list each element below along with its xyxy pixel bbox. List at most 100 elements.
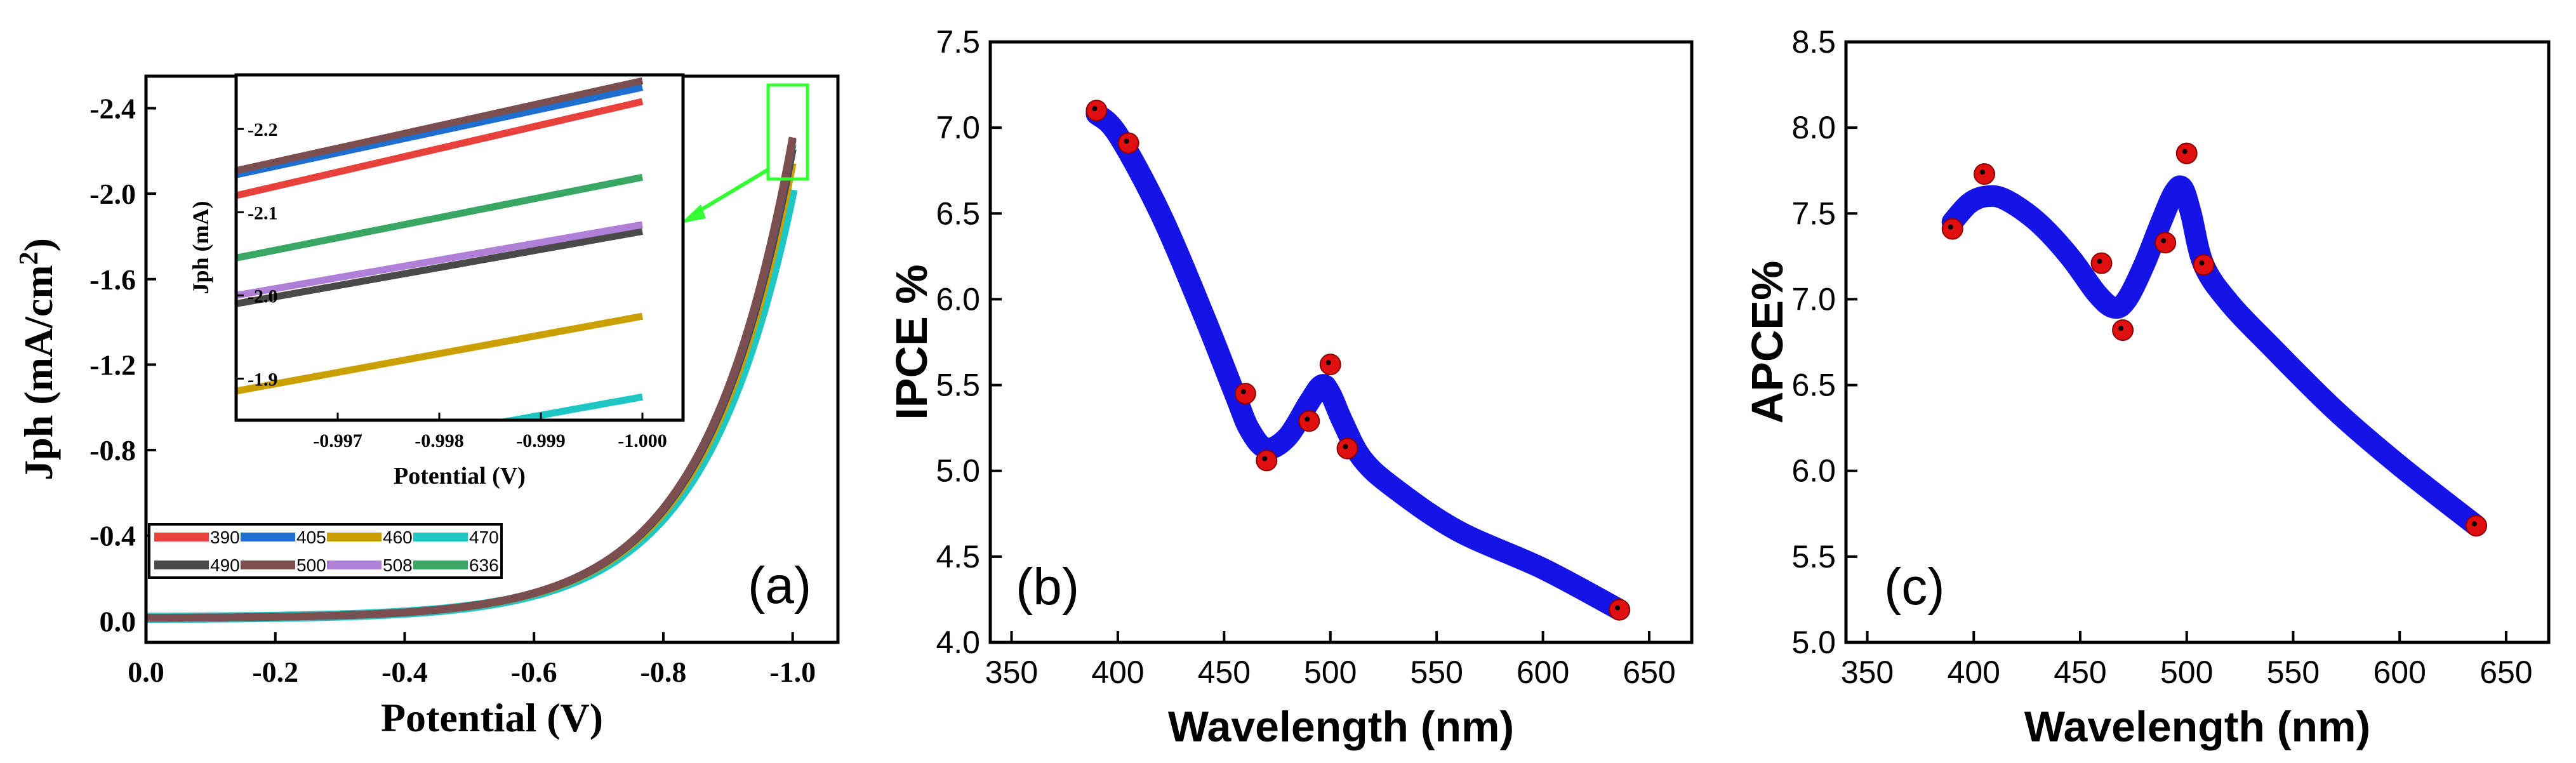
legend-label-470: 470 xyxy=(469,527,499,547)
data-point xyxy=(1298,410,1320,432)
inset-frame xyxy=(234,73,685,422)
x-tick-label: -0.8 xyxy=(641,656,687,688)
x-tick-label: 600 xyxy=(2373,654,2426,690)
x-tick-label: 0.0 xyxy=(128,656,164,688)
x-tick-label: 450 xyxy=(2054,654,2106,690)
y-axis-title-close: ) xyxy=(16,238,61,251)
data-point xyxy=(2154,232,2177,254)
y-tick-label: 5.0 xyxy=(1791,625,1836,660)
legend-label-490: 490 xyxy=(210,555,240,575)
legend-label-390: 390 xyxy=(210,527,240,547)
inset-y-axis-title: Jph (mA) xyxy=(188,201,213,294)
y-axis-title: Jph (mA/cm2) xyxy=(15,238,61,481)
x-tick-label: 350 xyxy=(985,654,1038,690)
data-point xyxy=(1319,354,1341,376)
y-tick-label: 4.5 xyxy=(936,539,980,574)
y-axis-title-main: Jph (mA/cm xyxy=(16,265,61,481)
y-tick-label: 7.0 xyxy=(936,110,980,145)
data-point-center xyxy=(2471,521,2477,527)
inset-x-tick-label: -0.999 xyxy=(516,430,566,451)
legend-label-460: 460 xyxy=(383,527,413,547)
y-tick-label: 5.5 xyxy=(1791,539,1836,574)
x-tick-label: 650 xyxy=(2480,654,2532,690)
inset-line-405 xyxy=(236,84,644,178)
y-tick-label: -1.6 xyxy=(90,263,136,296)
panel-label: (b) xyxy=(1016,558,1079,616)
x-axis-title: Wavelength (nm) xyxy=(1168,703,1514,751)
y-tick-label: 6.5 xyxy=(936,196,980,231)
y-axis-title: APCE% xyxy=(1743,261,1792,424)
y-tick-label: 6.5 xyxy=(1791,368,1836,403)
data-point xyxy=(2465,515,2487,537)
data-point-center xyxy=(1240,389,1246,395)
inset-line-470 xyxy=(493,393,643,420)
y-tick-label: -2.4 xyxy=(90,92,136,124)
data-point-center xyxy=(1615,605,1621,611)
y-tick-label: 7.5 xyxy=(936,24,980,60)
legend-label-500: 500 xyxy=(296,555,326,575)
y-tick-label: 7.0 xyxy=(1791,281,1836,317)
inset-x-tick-label: -1.000 xyxy=(618,430,667,451)
inset-x-axis-title: Potential (V) xyxy=(394,463,526,489)
inset-lines xyxy=(236,77,644,420)
inset-line-508 xyxy=(236,221,643,299)
data-point-center xyxy=(2118,326,2124,331)
x-tick-label: 550 xyxy=(1410,654,1463,690)
data-point-center xyxy=(1262,456,1268,461)
x-tick-label: -0.6 xyxy=(511,656,557,688)
x-axis-title: Wavelength (nm) xyxy=(2024,703,2370,751)
x-axis-title: Potential (V) xyxy=(381,695,603,740)
legend-label-508: 508 xyxy=(383,555,413,575)
data-point xyxy=(1974,163,1996,185)
data-point-center xyxy=(2161,238,2167,244)
zoom-arrow-head xyxy=(681,204,706,223)
x-tick-label: -0.2 xyxy=(252,656,298,688)
plot-frame xyxy=(988,40,1694,644)
x-tick-label: 600 xyxy=(1517,654,1569,690)
data-point xyxy=(2175,142,2198,164)
y-tick-label: -0.8 xyxy=(90,434,136,467)
panel-b: 350 400 450 500 550 600 650 4.0 4.5 5.0 5.5 6.0 6.5 7… xyxy=(887,24,1694,751)
y-axis-title: IPCE % xyxy=(887,264,936,420)
y-tick-label: 8.5 xyxy=(1791,24,1836,60)
data-point xyxy=(2090,252,2113,274)
fit-curve xyxy=(1086,103,1631,621)
inset-line-390 xyxy=(236,98,644,199)
data-point xyxy=(2112,319,2134,342)
data-point xyxy=(1609,599,1631,621)
x-tick-label: 650 xyxy=(1623,654,1675,690)
x-tick-label: -1.0 xyxy=(769,656,816,688)
data-point-center xyxy=(2182,149,2188,154)
y-tick-label: 5.5 xyxy=(936,368,980,403)
y-tick-label: -2.0 xyxy=(90,178,136,210)
data-point-center xyxy=(1980,169,1986,175)
y-tick-label: 5.0 xyxy=(936,453,980,489)
plot-frame xyxy=(1844,40,2551,644)
x-tick-label: 500 xyxy=(1304,654,1357,690)
data-point-center xyxy=(1305,416,1310,422)
data-point xyxy=(1086,100,1108,122)
inset-x-tick-label: -0.997 xyxy=(313,430,362,451)
panel-label: (c) xyxy=(1884,558,1945,616)
inset-y-tick-label: -2.0 xyxy=(248,286,278,307)
x-tick-label: 350 xyxy=(1841,654,1894,690)
data-point-center xyxy=(2097,258,2102,264)
data-point xyxy=(1117,132,1139,154)
y-axis-title-sup: 2 xyxy=(15,251,44,265)
y-tick-label: 6.0 xyxy=(1791,453,1836,489)
data-point xyxy=(1941,218,1963,240)
y-tick-label: -0.4 xyxy=(90,520,136,552)
x-tick-label: 500 xyxy=(2160,654,2213,690)
zoom-region-box xyxy=(766,83,809,181)
x-tick-label: 450 xyxy=(1198,654,1251,690)
data-point xyxy=(2193,254,2215,276)
x-tick-label: 400 xyxy=(1948,654,2000,690)
panel-c: 350 400 450 500 550 600 650 5.0 5.5 6.0 6.5 7.0 7.5 8… xyxy=(1743,24,2551,751)
data-point xyxy=(1336,437,1358,460)
data-point-center xyxy=(2199,260,2205,266)
x-tick-label: -0.4 xyxy=(382,656,428,688)
y-tick-label: 7.5 xyxy=(1791,196,1836,231)
fit-curve xyxy=(1941,175,2487,537)
inset-line-490 xyxy=(236,228,643,307)
